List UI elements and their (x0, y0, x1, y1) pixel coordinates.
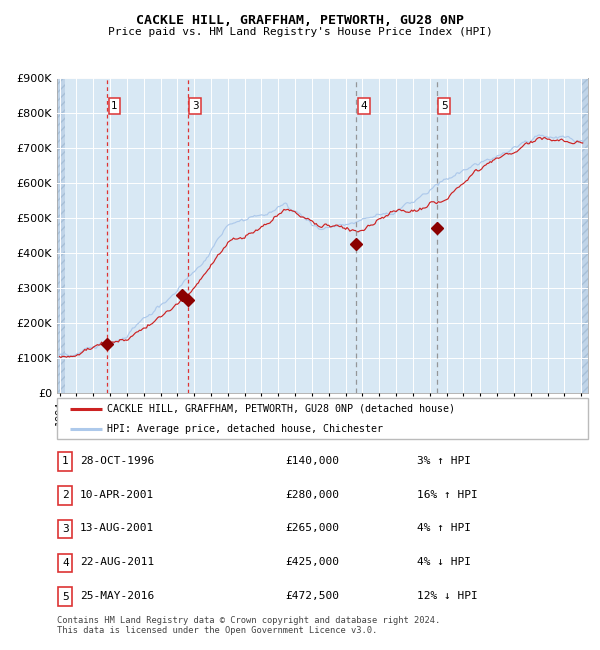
Text: 5: 5 (62, 592, 69, 602)
Text: 4% ↑ HPI: 4% ↑ HPI (417, 523, 471, 534)
Text: 4% ↓ HPI: 4% ↓ HPI (417, 557, 471, 567)
FancyBboxPatch shape (58, 588, 73, 606)
Text: 25-MAY-2016: 25-MAY-2016 (80, 591, 154, 601)
FancyBboxPatch shape (58, 486, 73, 504)
Text: 28-OCT-1996: 28-OCT-1996 (80, 456, 154, 466)
Text: £425,000: £425,000 (285, 557, 339, 567)
Text: 2: 2 (62, 490, 69, 501)
Text: 1: 1 (111, 101, 118, 111)
Text: 5: 5 (441, 101, 448, 111)
FancyBboxPatch shape (58, 452, 73, 471)
Text: £265,000: £265,000 (285, 523, 339, 534)
Text: 10-APR-2001: 10-APR-2001 (80, 489, 154, 500)
Bar (581, 78, 590, 393)
Text: Price paid vs. HM Land Registry's House Price Index (HPI): Price paid vs. HM Land Registry's House … (107, 27, 493, 37)
Text: CACKLE HILL, GRAFFHAM, PETWORTH, GU28 0NP (detached house): CACKLE HILL, GRAFFHAM, PETWORTH, GU28 0N… (107, 404, 455, 414)
Text: £280,000: £280,000 (285, 489, 339, 500)
FancyBboxPatch shape (58, 520, 73, 538)
Text: 22-AUG-2011: 22-AUG-2011 (80, 557, 154, 567)
Text: £140,000: £140,000 (285, 456, 339, 466)
Text: CACKLE HILL, GRAFFHAM, PETWORTH, GU28 0NP: CACKLE HILL, GRAFFHAM, PETWORTH, GU28 0N… (136, 14, 464, 27)
Text: 13-AUG-2001: 13-AUG-2001 (80, 523, 154, 534)
Text: 1: 1 (62, 456, 69, 467)
Text: Contains HM Land Registry data © Crown copyright and database right 2024.
This d: Contains HM Land Registry data © Crown c… (57, 616, 440, 635)
Text: 3: 3 (62, 524, 69, 534)
Text: 3% ↑ HPI: 3% ↑ HPI (417, 456, 471, 466)
Text: 3: 3 (192, 101, 199, 111)
Bar (56, 78, 65, 393)
Text: 4: 4 (361, 101, 367, 111)
Text: 16% ↑ HPI: 16% ↑ HPI (417, 489, 478, 500)
Text: £472,500: £472,500 (285, 591, 339, 601)
Text: 12% ↓ HPI: 12% ↓ HPI (417, 591, 478, 601)
Text: 4: 4 (62, 558, 69, 568)
FancyBboxPatch shape (57, 398, 588, 439)
FancyBboxPatch shape (58, 554, 73, 572)
Text: HPI: Average price, detached house, Chichester: HPI: Average price, detached house, Chic… (107, 424, 383, 434)
